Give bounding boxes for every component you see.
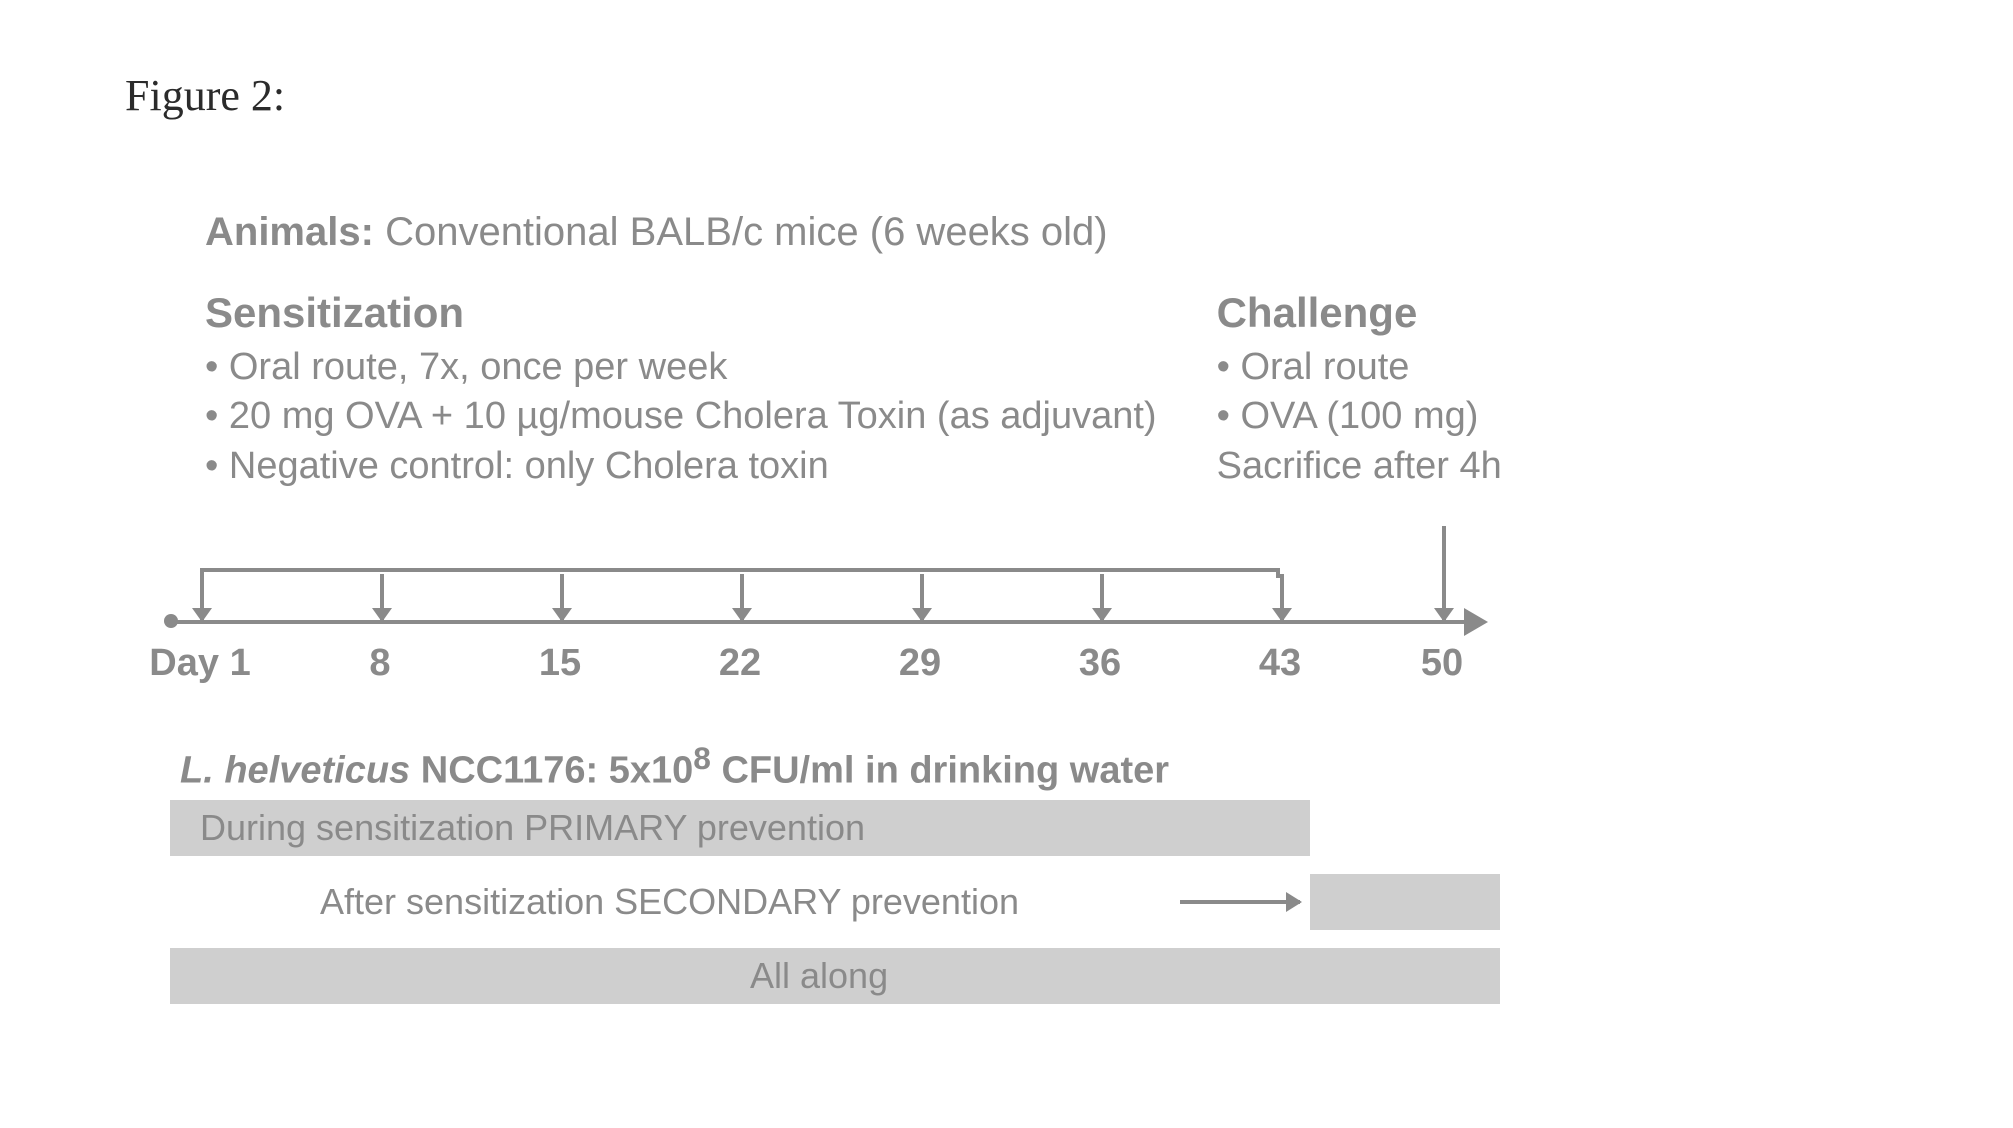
chal-sacrifice: Sacrifice after 4h [1217,442,1537,491]
bar-all-label: All along [750,948,888,1004]
animals-line: Animals: Conventional BALB/c mice (6 wee… [205,210,1625,255]
challenge-arrow-icon [1442,526,1446,620]
sens-line-2: 20 mg OVA + 10 µg/mouse Cholera Toxin (a… [205,392,1157,441]
probiotic-title: L. helveticus NCC1176: 5x108 CFU/ml in d… [180,740,1169,793]
animals-label: Animals: [205,210,374,254]
challenge-title: Challenge [1217,289,1537,337]
timeline: Day 1 8 15 22 29 36 43 50 [170,550,1500,660]
tick-day-22 [740,574,744,620]
bar-row-primary: During sensitization PRIMARY prevention [170,800,1500,856]
day-label-15: 15 [539,642,581,685]
animals-text: Conventional BALB/c mice (6 weeks old) [385,210,1108,254]
strain-italic: L. helveticus [180,750,410,792]
tick-day-1 [200,574,204,620]
chal-line-2: OVA (100 mg) [1217,392,1537,441]
bar-row-secondary: After sensitization SECONDARY prevention [170,874,1500,930]
tick-day-43 [1280,574,1284,620]
treatment-bars: During sensitization PRIMARY prevention … [170,800,1500,1022]
bar-row-all: All along [170,948,1500,1004]
day-label-22: 22 [719,642,761,685]
sensitization-title: Sensitization [205,289,1157,337]
day-label-50: 50 [1421,642,1463,685]
sens-line-3: Negative control: only Cholera toxin [205,442,1157,491]
challenge-block: Challenge Oral route OVA (100 mg) Sacrif… [1217,289,1537,491]
day-label-1: Day 1 [149,642,250,685]
content-block: Animals: Conventional BALB/c mice (6 wee… [205,210,1625,491]
strain-rest: NCC1176: 5x10 [410,750,693,792]
figure-title: Figure 2: [125,70,285,121]
two-column: Sensitization Oral route, 7x, once per w… [205,289,1625,491]
chal-line-1: Oral route [1217,343,1537,392]
strain-exponent: 8 [693,740,711,776]
tick-day-15 [560,574,564,620]
bar-secondary [1310,874,1500,930]
strain-unit: CFU/ml in drinking water [711,750,1169,792]
tick-day-8 [380,574,384,620]
day-label-8: 8 [369,642,390,685]
timeline-arrowhead-icon [1464,608,1488,636]
sensitization-block: Sensitization Oral route, 7x, once per w… [205,289,1157,491]
day-label-29: 29 [899,642,941,685]
tick-day-36 [1100,574,1104,620]
secondary-arrow-icon [1180,900,1300,904]
tick-day-29 [920,574,924,620]
day-label-43: 43 [1259,642,1301,685]
bar-secondary-label: After sensitization SECONDARY prevention [320,874,1019,930]
sens-line-1: Oral route, 7x, once per week [205,343,1157,392]
bar-primary-label: During sensitization PRIMARY prevention [200,800,865,856]
day-label-36: 36 [1079,642,1121,685]
